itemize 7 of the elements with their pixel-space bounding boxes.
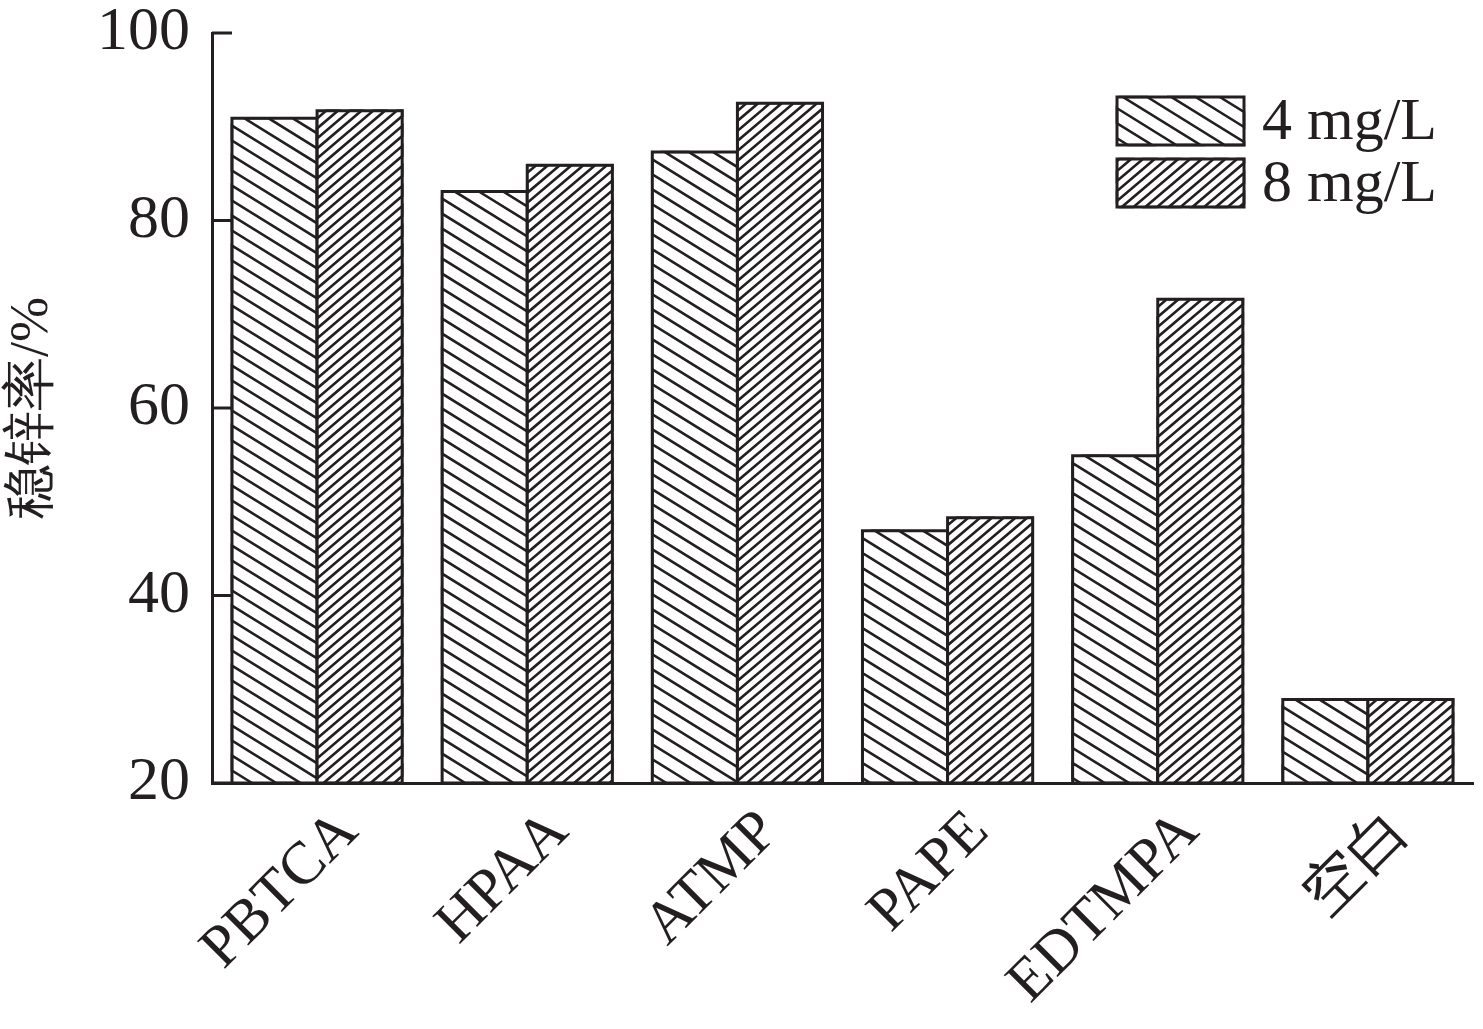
y-tick-label: 20 — [128, 744, 190, 813]
y-axis-title: 稳锌率/% — [0, 297, 59, 519]
y-tick-label: 40 — [128, 556, 190, 625]
x-tick-label: 空白 — [1288, 796, 1421, 928]
y-tick-label: 100 — [97, 0, 190, 63]
y-tick-label: 80 — [128, 181, 190, 250]
y-tick-label: 60 — [128, 369, 190, 438]
